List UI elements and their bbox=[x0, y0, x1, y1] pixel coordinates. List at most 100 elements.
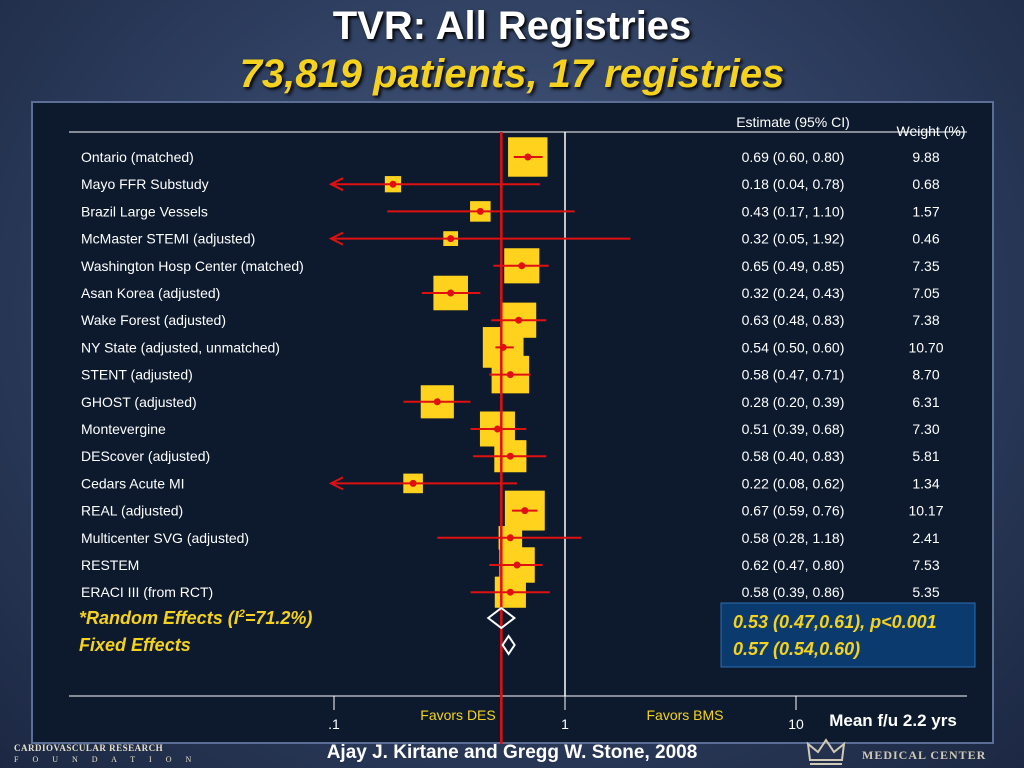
study-weight-text: 1.34 bbox=[912, 475, 939, 491]
study-row: Brazil Large Vessels 0.43 (0.17, 1.10) 1.5… bbox=[81, 201, 940, 222]
estimate-header: Estimate (95% CI) bbox=[736, 114, 850, 130]
study-label: Wake Forest (adjusted) bbox=[81, 312, 226, 328]
study-row: Multicenter SVG (adjusted) 0.58 (0.28, 1.… bbox=[81, 526, 940, 550]
study-row: Washington Hosp Center (matched) 0.65 (0.… bbox=[81, 248, 940, 284]
mean-followup-label: Mean f/u 2.2 yrs bbox=[829, 711, 957, 730]
study-estimate-text: 0.58 (0.40, 0.83) bbox=[742, 448, 845, 464]
study-estimate-text: 0.51 (0.39, 0.68) bbox=[742, 421, 845, 437]
study-point-estimate bbox=[521, 507, 529, 515]
slide-title: TVR: All Registries bbox=[332, 4, 692, 48]
study-point-estimate bbox=[447, 289, 455, 297]
x-tick-label: 1 bbox=[561, 716, 569, 732]
favors-des-label: Favors DES bbox=[420, 707, 495, 723]
study-weight-text: 5.81 bbox=[912, 448, 939, 464]
study-estimate-text: 0.65 (0.49, 0.85) bbox=[742, 258, 845, 274]
study-row: Asan Korea (adjusted) 0.32 (0.24, 0.43) 7.… bbox=[81, 275, 940, 311]
x-tick-label: 10 bbox=[788, 716, 804, 732]
study-label: Washington Hosp Center (matched) bbox=[81, 258, 304, 274]
study-label: Cedars Acute MI bbox=[81, 475, 185, 491]
study-row: STENT (adjusted) 0.58 (0.47, 0.71) 8.70 bbox=[81, 355, 940, 394]
random-effects-diamond bbox=[486, 606, 517, 630]
study-weight-text: 8.70 bbox=[912, 367, 939, 383]
study-point-estimate bbox=[524, 153, 532, 161]
study-estimate-text: 0.58 (0.28, 1.18) bbox=[742, 530, 845, 546]
study-label: Brazil Large Vessels bbox=[81, 203, 208, 219]
study-estimate-text: 0.28 (0.20, 0.39) bbox=[742, 394, 845, 410]
study-point-estimate bbox=[389, 180, 397, 188]
study-point-estimate bbox=[515, 316, 523, 324]
study-point-estimate bbox=[506, 534, 514, 542]
study-estimate-text: 0.22 (0.08, 0.62) bbox=[742, 475, 845, 491]
study-label: Montevergine bbox=[81, 421, 166, 437]
fixed-effects-result: 0.57 (0.54,0.60) bbox=[733, 639, 860, 659]
study-label: McMaster STEMI (adjusted) bbox=[81, 231, 255, 247]
weight-header: Weight (%) bbox=[897, 123, 966, 139]
study-estimate-text: 0.18 (0.04, 0.78) bbox=[742, 176, 845, 192]
ci-arrow-left-icon bbox=[328, 476, 344, 491]
citation: Ajay J. Kirtane and Gregg W. Stone, 2008 bbox=[326, 742, 698, 763]
study-weight-text: 7.38 bbox=[912, 312, 939, 328]
study-point-estimate bbox=[409, 479, 417, 487]
ci-arrow-left-icon bbox=[328, 231, 344, 246]
study-label: NY State (adjusted, unmatched) bbox=[81, 339, 280, 355]
study-point-estimate bbox=[506, 371, 514, 379]
study-weight-text: 6.31 bbox=[912, 394, 939, 410]
study-row: Ontario (matched) 0.69 (0.60, 0.80) 9.88 bbox=[81, 137, 940, 177]
study-weight-text: 2.41 bbox=[912, 530, 939, 546]
crf-logo: CARDIOVASCULAR RESEARCH F O U N D A T I … bbox=[14, 743, 198, 764]
study-label: RESTEM bbox=[81, 557, 139, 573]
study-weight-text: 1.57 bbox=[912, 203, 939, 219]
x-tick-label: .1 bbox=[328, 716, 340, 732]
study-row: Mayo FFR Substudy 0.18 (0.04, 0.78) 0.68 bbox=[81, 176, 940, 193]
study-row: GHOST (adjusted) 0.28 (0.20, 0.39) 6.31 bbox=[81, 385, 940, 419]
study-weight-text: 0.68 bbox=[912, 176, 939, 192]
crown-logo-icon bbox=[806, 738, 846, 765]
study-estimate-text: 0.67 (0.59, 0.76) bbox=[742, 503, 845, 519]
study-label: GHOST (adjusted) bbox=[81, 394, 197, 410]
study-weight-text: 7.30 bbox=[912, 421, 939, 437]
study-point-estimate bbox=[476, 207, 484, 215]
study-estimate-text: 0.58 (0.47, 0.71) bbox=[742, 367, 845, 383]
study-point-estimate bbox=[433, 398, 441, 406]
study-point-estimate bbox=[447, 235, 455, 243]
slide-subtitle: 73,819 patients, 17 registries bbox=[239, 52, 785, 96]
study-estimate-text: 0.62 (0.47, 0.80) bbox=[742, 557, 845, 573]
study-estimate-text: 0.54 (0.50, 0.60) bbox=[742, 339, 845, 355]
study-estimate-text: 0.43 (0.17, 1.10) bbox=[742, 203, 845, 219]
study-point-estimate bbox=[506, 588, 514, 596]
study-weight-text: 10.70 bbox=[908, 339, 943, 355]
study-estimate-text: 0.32 (0.24, 0.43) bbox=[742, 285, 845, 301]
study-point-estimate bbox=[513, 561, 521, 569]
study-row: DEScover (adjusted) 0.58 (0.40, 0.83) 5.81 bbox=[81, 440, 940, 473]
study-label: Mayo FFR Substudy bbox=[81, 176, 209, 192]
study-row: Cedars Acute MI 0.22 (0.08, 0.62) 1.34 bbox=[81, 473, 940, 494]
study-weight-text: 5.35 bbox=[912, 584, 939, 600]
study-weight-text: 7.05 bbox=[912, 285, 939, 301]
study-row: REAL (adjusted) 0.67 (0.59, 0.76) 10.17 bbox=[81, 490, 944, 531]
study-point-estimate bbox=[518, 262, 526, 270]
study-weight-text: 10.17 bbox=[908, 503, 943, 519]
study-label: DEScover (adjusted) bbox=[81, 448, 210, 464]
study-weight-text: 9.88 bbox=[912, 149, 939, 165]
study-label: Multicenter SVG (adjusted) bbox=[81, 530, 249, 546]
study-label: REAL (adjusted) bbox=[81, 503, 183, 519]
study-row: Montevergine 0.51 (0.39, 0.68) 7.30 bbox=[81, 411, 940, 447]
fixed-effects-diamond bbox=[501, 634, 516, 656]
study-label: Ontario (matched) bbox=[81, 149, 194, 165]
study-estimate-text: 0.63 (0.48, 0.83) bbox=[742, 312, 845, 328]
ci-arrow-left-icon bbox=[328, 177, 344, 192]
fixed-effects-label: Fixed Effects bbox=[79, 635, 191, 655]
study-row: ERACI III (from RCT) 0.58 (0.39, 0.86) 5.3… bbox=[81, 576, 940, 608]
study-estimate-text: 0.32 (0.05, 1.92) bbox=[742, 231, 845, 247]
study-point-estimate bbox=[506, 452, 514, 460]
study-weight-text: 7.35 bbox=[912, 258, 939, 274]
study-point-estimate bbox=[493, 425, 501, 433]
medical-center-logo: MEDICAL CENTER bbox=[862, 748, 987, 762]
study-weight-text: 7.53 bbox=[912, 557, 939, 573]
study-label: STENT (adjusted) bbox=[81, 367, 193, 383]
pooled-result-box bbox=[720, 602, 976, 668]
study-weight-text: 0.46 bbox=[912, 231, 939, 247]
study-estimate-text: 0.58 (0.39, 0.86) bbox=[742, 584, 845, 600]
study-label: Asan Korea (adjusted) bbox=[81, 285, 220, 301]
random-effects-label: *Random Effects (I2=71.2%) bbox=[79, 608, 312, 628]
